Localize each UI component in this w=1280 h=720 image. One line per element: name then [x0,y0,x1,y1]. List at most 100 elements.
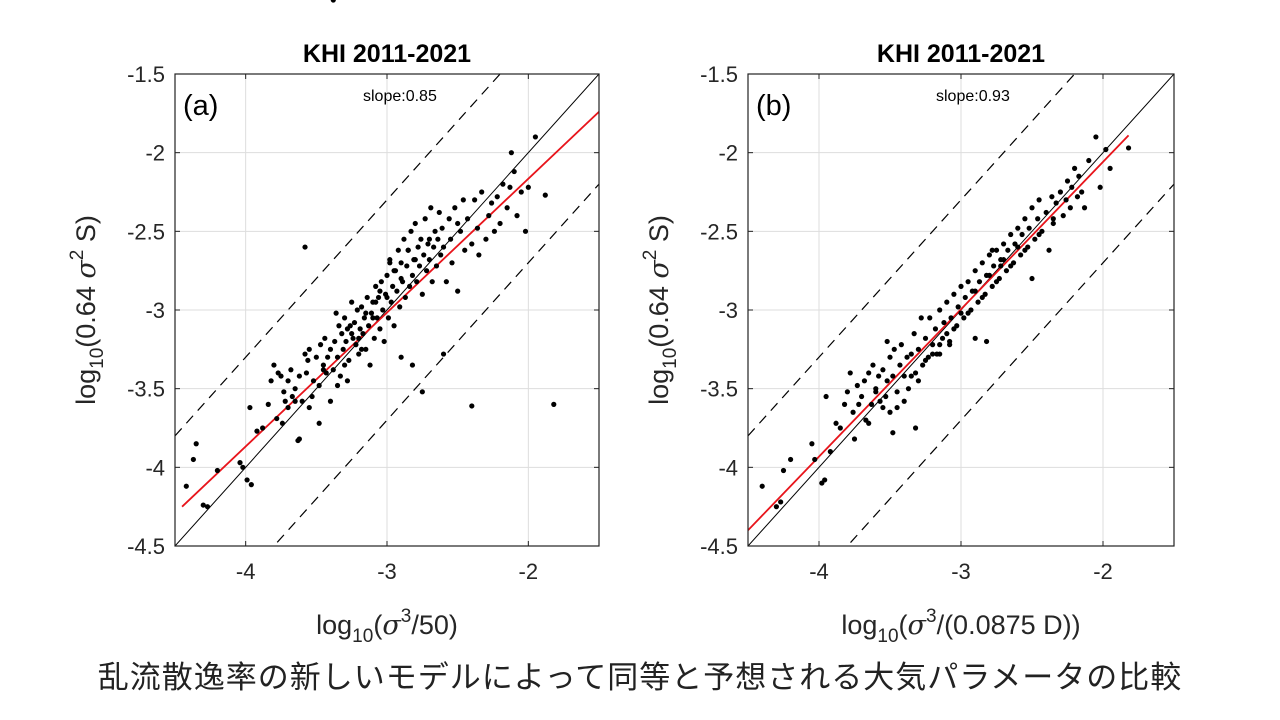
x-tick-label: -3 [377,559,397,584]
data-point [340,346,346,352]
data-point [1008,263,1014,269]
data-point [337,373,343,379]
data-point [958,310,964,316]
data-point [398,354,404,360]
data-point [407,283,413,289]
data-point [922,357,929,363]
ylabel-log: log [71,369,101,405]
data-point [433,263,440,269]
data-point [887,409,893,415]
data-point [415,244,421,250]
data-point [880,367,886,373]
data-point [532,134,539,140]
data-point [972,335,978,341]
data-point [507,184,513,190]
xlabel-subscript: 10 [877,626,898,647]
data-point [377,288,383,294]
data-point [1029,275,1035,282]
x-tick-label: -2 [1093,559,1113,584]
data-point [469,241,475,247]
data-point [443,279,449,285]
xlabel-paren: ( [899,610,908,640]
xlabel-rest: /50) [411,610,458,640]
xlabel-log: log [841,610,877,640]
data-point [305,357,311,363]
xlabel-log: log [316,610,352,640]
data-point [861,378,868,384]
data-point [325,354,331,360]
data-point [483,236,489,242]
data-point [927,315,933,321]
data-point [773,504,780,510]
data-point [854,382,860,389]
data-point [1050,220,1056,227]
data-point [939,335,946,341]
ylabel-sigma: σ [644,259,675,279]
chart-panel-a: -4 -3 -2 -1.5 -2 -2.5 -3 -3.5 -4 -4.5 KHI 2011-202… [67,0,600,647]
data-point [476,252,482,258]
data-point [901,398,907,404]
data-point [993,247,1000,253]
data-point [1008,231,1014,238]
data-point [320,362,326,368]
data-point [1015,244,1021,250]
data-point [419,291,425,297]
xlabel-subscript: 10 [352,626,373,647]
data-point [962,294,968,301]
data-point [1036,231,1042,238]
data-point [347,323,353,329]
data-point [254,428,260,434]
data-point [343,338,349,345]
data-point [330,0,336,3]
ylabel-paren: (0.64 [644,279,674,348]
data-point [271,362,277,368]
data-point [334,382,341,389]
data-point [891,346,897,352]
data-point [1015,225,1021,231]
data-point [432,228,438,234]
data-point [1064,178,1071,184]
data-point [479,189,485,195]
data-point [930,342,936,348]
data-point [870,362,876,368]
y-tick-label: -2 [145,141,165,166]
data-point [1107,165,1113,171]
data-point [866,370,872,376]
data-point [947,342,953,348]
data-point [961,315,967,321]
data-point [334,354,341,360]
data-point [351,319,358,326]
data-point [932,326,939,332]
data-point [898,342,904,348]
data-point [452,205,458,211]
ylabel-subscript: 10 [660,348,681,369]
data-point [388,299,394,305]
data-point [1060,213,1066,219]
data-point [384,294,390,301]
data-point [1072,165,1078,171]
y-tick-label: -3.5 [127,377,165,402]
data-point [1035,216,1041,222]
data-point [1069,184,1075,190]
data-point [416,263,423,269]
data-point [378,279,384,285]
y-tick-label: -4.5 [700,534,738,559]
data-point [435,236,441,242]
data-point [1046,247,1052,253]
data-point [912,425,919,431]
data-point [462,247,468,253]
data-point [508,150,514,156]
data-point [976,279,983,285]
data-point [404,263,410,269]
y-tick-label: -4 [718,455,738,480]
data-point [268,378,274,384]
data-point [405,247,411,253]
data-point [356,351,362,357]
data-point [908,373,914,379]
data-point [904,354,910,360]
data-point [1026,225,1032,231]
y-tick-label: -3 [718,298,738,323]
data-point [975,299,981,305]
data-point [391,268,397,274]
data-point [1076,173,1082,179]
